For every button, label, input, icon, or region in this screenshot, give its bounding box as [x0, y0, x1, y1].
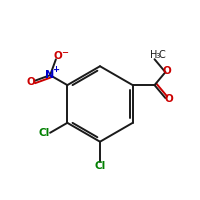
- Text: Cl: Cl: [39, 128, 50, 138]
- Text: Cl: Cl: [94, 161, 106, 171]
- Text: 3: 3: [156, 53, 160, 59]
- Text: O: O: [26, 77, 35, 87]
- Text: +: +: [52, 65, 59, 74]
- Text: C: C: [159, 50, 165, 60]
- Text: −: −: [61, 48, 68, 57]
- Text: N: N: [45, 70, 55, 80]
- Text: O: O: [165, 94, 173, 104]
- Text: O: O: [163, 66, 172, 76]
- Text: O: O: [54, 51, 63, 61]
- Text: H: H: [150, 50, 157, 60]
